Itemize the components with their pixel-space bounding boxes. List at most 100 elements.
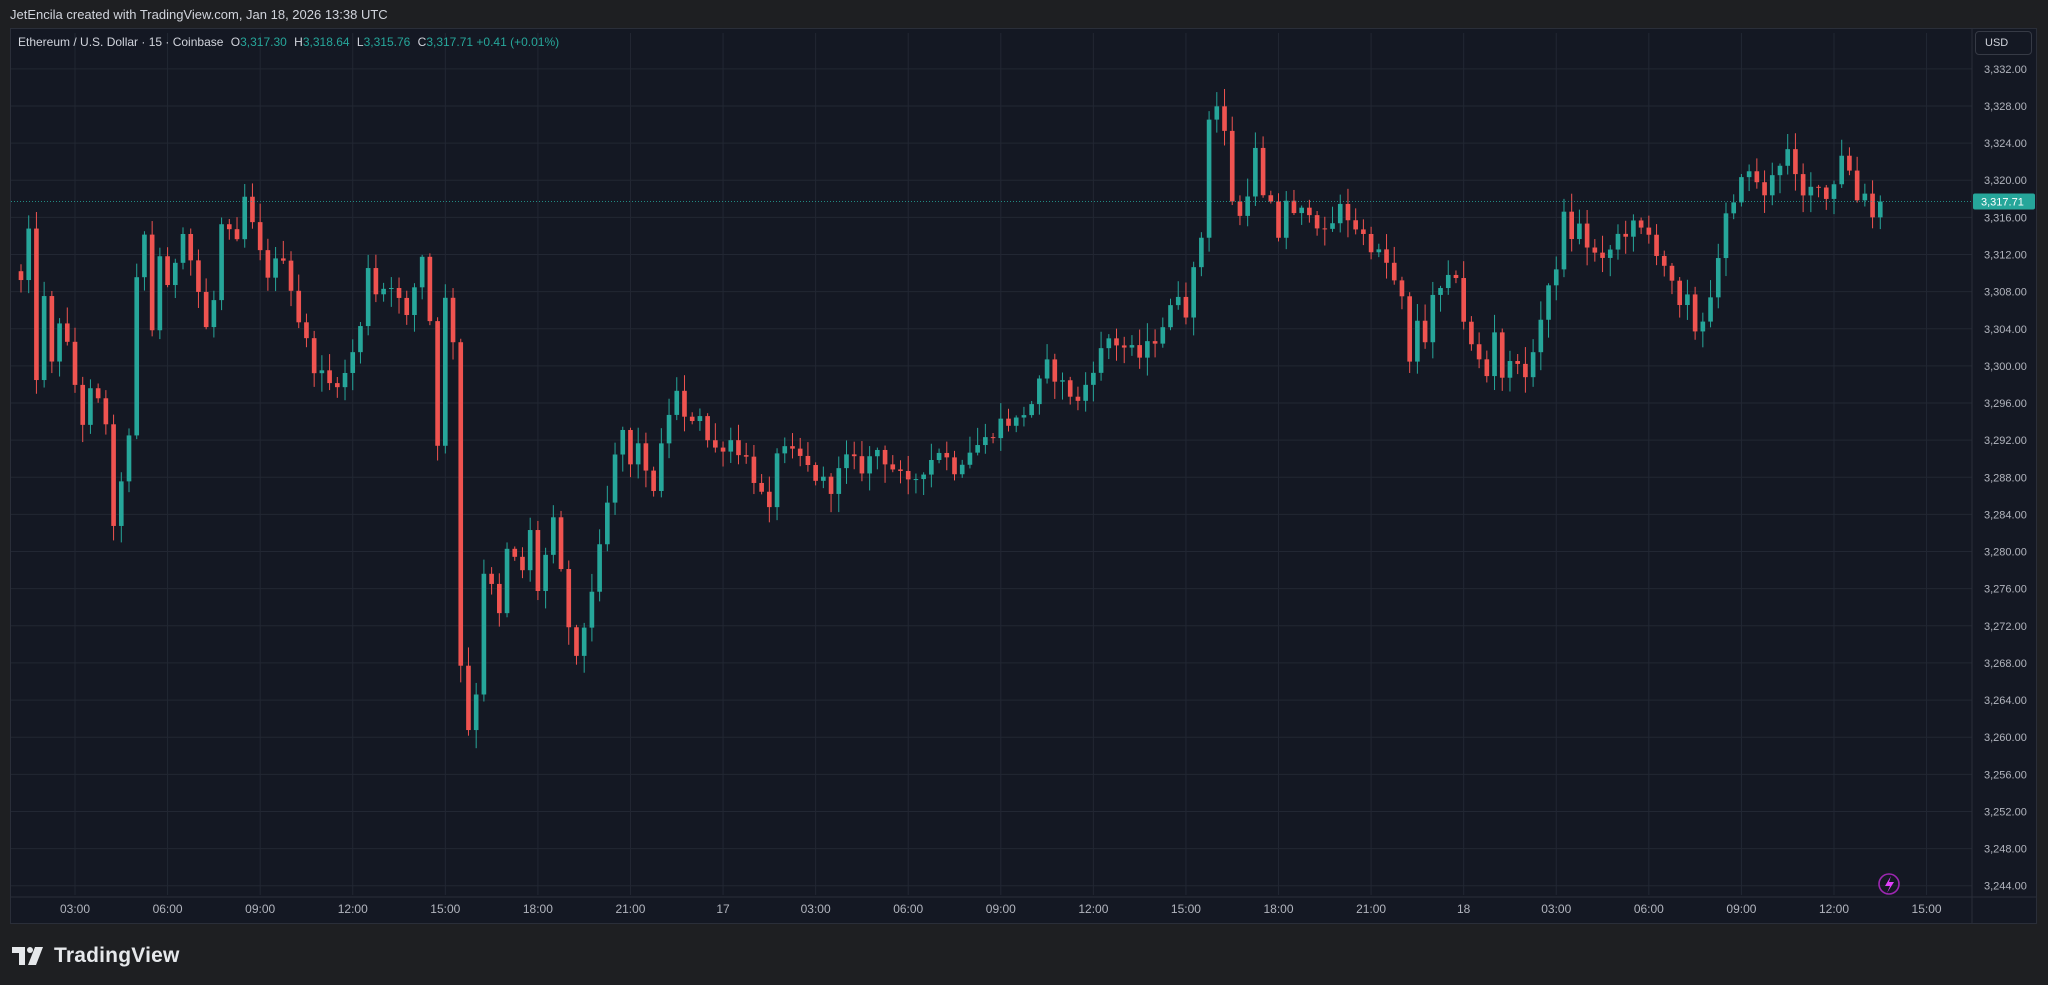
y-tick-label: 3,260.00 bbox=[1984, 732, 2027, 744]
candle-body bbox=[1615, 233, 1621, 250]
y-tick-label: 3,292.00 bbox=[1984, 435, 2027, 447]
candle-body bbox=[57, 323, 62, 362]
candle-body bbox=[1785, 149, 1791, 166]
symbol-legend: Ethereum / U.S. Dollar · 15 · Coinbase O… bbox=[18, 35, 559, 49]
x-tick-label: 09:00 bbox=[986, 902, 1016, 916]
candle-body bbox=[1553, 269, 1559, 286]
candle-body bbox=[242, 196, 248, 240]
candle-body bbox=[905, 470, 911, 480]
candle-body bbox=[605, 502, 610, 545]
x-tick-label: 15:00 bbox=[430, 902, 460, 916]
y-tick-label: 3,268.00 bbox=[1984, 658, 2027, 670]
candle-body bbox=[489, 573, 494, 584]
x-tick-label: 18:00 bbox=[523, 902, 553, 916]
x-tick-label: 17 bbox=[716, 902, 730, 916]
candle-body bbox=[1777, 165, 1783, 176]
candle-body bbox=[172, 262, 178, 286]
open-value: 3,317.30 bbox=[240, 35, 287, 49]
y-tick-label: 3,312.00 bbox=[1984, 250, 2027, 262]
candle-body bbox=[134, 277, 140, 436]
candle-body bbox=[1314, 215, 1320, 229]
candle-body bbox=[574, 627, 579, 656]
candle-body bbox=[929, 459, 934, 475]
candle-body bbox=[219, 224, 224, 301]
candle-body bbox=[504, 548, 510, 614]
candle-body bbox=[1345, 203, 1351, 221]
y-tick-label: 3,248.00 bbox=[1984, 844, 2027, 856]
candle-body bbox=[1106, 338, 1112, 349]
candle-body bbox=[165, 256, 170, 286]
candle-body bbox=[1731, 202, 1737, 214]
candle-body bbox=[103, 398, 109, 425]
candle-body bbox=[473, 694, 479, 731]
candle-body bbox=[1569, 211, 1575, 240]
candle-body bbox=[713, 440, 718, 448]
candle-body bbox=[1546, 285, 1551, 320]
candle-body bbox=[111, 424, 116, 526]
y-tick-label: 3,296.00 bbox=[1984, 398, 2027, 410]
candle-body bbox=[373, 268, 379, 295]
candle-body bbox=[1739, 177, 1744, 203]
candle-body bbox=[334, 383, 340, 388]
candle-body bbox=[34, 228, 39, 381]
candle-body bbox=[211, 300, 217, 328]
candle-body bbox=[157, 256, 163, 331]
candle-body bbox=[1607, 249, 1613, 258]
x-tick-label: 03:00 bbox=[801, 902, 831, 916]
candle-body bbox=[1708, 297, 1713, 322]
candle-body bbox=[1523, 363, 1528, 378]
currency-button[interactable]: USD bbox=[1975, 31, 2032, 55]
candle-body bbox=[875, 449, 880, 457]
x-tick-label: 03:00 bbox=[1541, 902, 1571, 916]
candle-body bbox=[1700, 321, 1706, 332]
candle-body bbox=[566, 569, 572, 628]
candle-body bbox=[821, 476, 826, 481]
candle-body bbox=[1623, 233, 1629, 237]
candle-body bbox=[659, 443, 664, 491]
candle-body bbox=[558, 517, 564, 570]
candle-body bbox=[450, 297, 456, 343]
candle-body bbox=[1862, 193, 1868, 201]
candle-body bbox=[466, 665, 471, 731]
candle-body bbox=[589, 591, 595, 628]
candle-body bbox=[797, 448, 803, 456]
candle-body bbox=[304, 322, 309, 339]
candle-body bbox=[296, 290, 302, 323]
lightning-assistant-icon[interactable] bbox=[1878, 873, 1900, 895]
candle-body bbox=[142, 234, 147, 278]
candle-body bbox=[1013, 417, 1019, 426]
candle-body bbox=[689, 416, 695, 422]
candle-body bbox=[790, 446, 795, 449]
candle-body bbox=[975, 445, 980, 453]
top-bar: JetEncila created with TradingView.com, … bbox=[0, 0, 2048, 28]
tradingview-brand[interactable]: TradingView bbox=[12, 942, 180, 970]
candle-body bbox=[1044, 359, 1050, 379]
candle-body bbox=[1268, 195, 1274, 202]
candle-body bbox=[1283, 200, 1289, 238]
change-value: +0.41 (+0.01%) bbox=[476, 35, 560, 49]
x-tick-label: 21:00 bbox=[615, 902, 645, 916]
candle-body bbox=[551, 517, 556, 555]
candle-body bbox=[1330, 223, 1335, 229]
candle-body bbox=[1361, 229, 1366, 234]
candle-body bbox=[1168, 305, 1173, 328]
candle-body bbox=[1577, 223, 1582, 240]
candle-body bbox=[203, 291, 209, 328]
x-tick-label: 06:00 bbox=[153, 902, 183, 916]
candle-body bbox=[1199, 237, 1204, 268]
candle-body bbox=[674, 390, 680, 415]
candle-body bbox=[1060, 380, 1065, 382]
candle-body bbox=[458, 342, 464, 666]
candle-body bbox=[1561, 211, 1567, 270]
candle-body bbox=[836, 468, 842, 494]
close-label: C bbox=[417, 35, 427, 49]
candle-body bbox=[257, 222, 263, 251]
candle-body bbox=[327, 370, 332, 384]
candle-body bbox=[1769, 175, 1775, 196]
candle-body bbox=[49, 296, 55, 362]
candle-body bbox=[1438, 288, 1443, 295]
x-tick-label: 06:00 bbox=[1634, 902, 1664, 916]
x-tick-label: 21:00 bbox=[1356, 902, 1386, 916]
candle-body bbox=[1877, 201, 1883, 218]
